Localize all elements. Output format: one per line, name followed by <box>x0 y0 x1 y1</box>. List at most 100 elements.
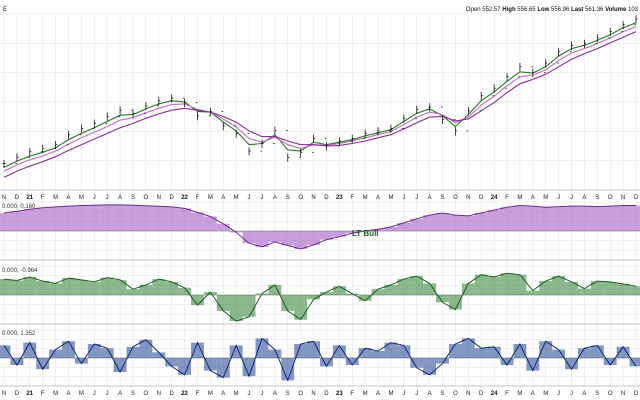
x-tick-label: M <box>363 391 368 397</box>
volume-label: Volume <box>605 7 627 13</box>
volume-value: 103 <box>627 7 638 13</box>
indicator-bar <box>139 284 153 295</box>
indicator-bar <box>203 292 217 295</box>
indicator-bar <box>526 206 540 231</box>
x-tick-label: O <box>144 391 149 397</box>
ticker-fragment: E <box>3 7 8 13</box>
indicator-bar <box>307 295 320 300</box>
indicator-bar <box>410 218 424 231</box>
indicator-bar <box>487 346 501 358</box>
ohlc-header: Open 552.57 High 556.65 Low 556.96 Last … <box>466 7 638 13</box>
indicator-bar <box>229 295 243 322</box>
x-tick-label: N <box>157 195 161 201</box>
x-tick-label: J <box>557 195 560 201</box>
indicator-bar <box>126 205 140 231</box>
indicator-bar <box>448 295 462 310</box>
indicator-bar <box>513 274 527 295</box>
x-tick-label: J <box>93 195 96 201</box>
x-tick-label: 22 <box>181 195 188 201</box>
x-tick-label: 23 <box>336 391 343 397</box>
indicator-bar <box>242 295 256 317</box>
indicator-bar <box>255 231 269 247</box>
indicator-bar <box>0 279 11 295</box>
indicator-bar <box>410 276 424 295</box>
x-tick-label: F <box>41 195 45 201</box>
indicator-bar <box>590 206 604 231</box>
indicator-bar <box>74 358 88 364</box>
x-tick-label: M <box>388 391 393 397</box>
x-tick-label: J <box>402 391 405 397</box>
indicator-bar <box>320 231 333 240</box>
x-tick-label: D <box>324 391 329 397</box>
indicator-bar <box>539 341 553 358</box>
indicator-bar <box>36 358 50 370</box>
lt-indicator-panel <box>0 204 640 250</box>
indicator-bar <box>616 346 630 358</box>
indicator-bar <box>268 231 282 243</box>
indicator-bar <box>152 279 166 295</box>
indicator-bar <box>629 358 640 367</box>
indicator-bar <box>590 345 604 358</box>
x-tick-label: A <box>118 195 122 201</box>
last-value: 561.36 <box>585 7 604 13</box>
x-tick-label: F <box>505 391 509 397</box>
indicator-bar <box>500 273 514 295</box>
x-tick-label: 24 <box>491 195 498 201</box>
indicator-bar <box>603 206 617 231</box>
moving-average-line <box>3 22 637 168</box>
indicator-bar <box>371 289 385 295</box>
x-tick-label: N <box>621 391 625 397</box>
x-tick-label: A <box>428 195 432 201</box>
indicator-bar <box>590 281 604 295</box>
x-tick-label: F <box>505 195 509 201</box>
indicator-bar <box>423 358 437 375</box>
x-tick-label: J <box>260 195 263 201</box>
indicator-bar <box>616 205 630 231</box>
indicator-bar <box>629 286 640 295</box>
indicator-bar <box>500 207 514 231</box>
price-panel <box>2 15 638 178</box>
open-value: 552.57 <box>482 7 501 13</box>
x-tick-label: J <box>248 391 251 397</box>
moving-average-line <box>3 26 637 172</box>
indicator-bar <box>552 276 566 295</box>
x-tick-label: M <box>234 391 239 397</box>
indicator-bar <box>332 286 346 295</box>
low-value: 556.96 <box>551 7 570 13</box>
indicator-bar <box>255 338 269 358</box>
indicator-bar <box>242 358 256 377</box>
x-tick-label: M <box>388 195 393 201</box>
indicator-bar <box>23 209 37 231</box>
indicator-bar <box>513 205 527 231</box>
x-tick-label: N <box>2 195 6 201</box>
indicator-bar <box>577 348 591 358</box>
indicator-bar <box>23 277 37 295</box>
x-tick-label: N <box>466 391 470 397</box>
indicator-bar <box>49 349 63 358</box>
indicator-bar <box>87 205 101 231</box>
indicator-bar <box>345 293 359 295</box>
indicator-bar <box>178 287 192 295</box>
indicator-bar <box>62 341 75 358</box>
x-tick-label: A <box>273 195 277 201</box>
x-tick-label: D <box>479 391 484 397</box>
x-tick-label: S <box>131 195 135 201</box>
x-tick-label: O <box>608 195 613 201</box>
indicator-bar <box>410 358 424 368</box>
indicator-bar <box>203 358 217 371</box>
indicator-bar <box>178 358 192 375</box>
x-tick-label: D <box>479 195 484 201</box>
x-axis-ticks-price: N D 21 F M A M J J A S O N D 22 F M A M J J A S O N D 23 F M A M J J A S O N… <box>2 195 639 201</box>
indicator-bar <box>320 292 333 295</box>
indicator-bar <box>384 284 398 295</box>
x-tick-label: S <box>595 195 599 201</box>
x-tick-label: M <box>208 391 213 397</box>
low-label: Low <box>537 7 550 13</box>
indicator-bar <box>10 358 24 365</box>
indicator-bar <box>100 277 114 295</box>
indicator-bar <box>191 212 204 231</box>
x-tick-label: M <box>53 391 58 397</box>
indicator-bar <box>294 295 308 320</box>
indicator-bar <box>358 295 372 301</box>
